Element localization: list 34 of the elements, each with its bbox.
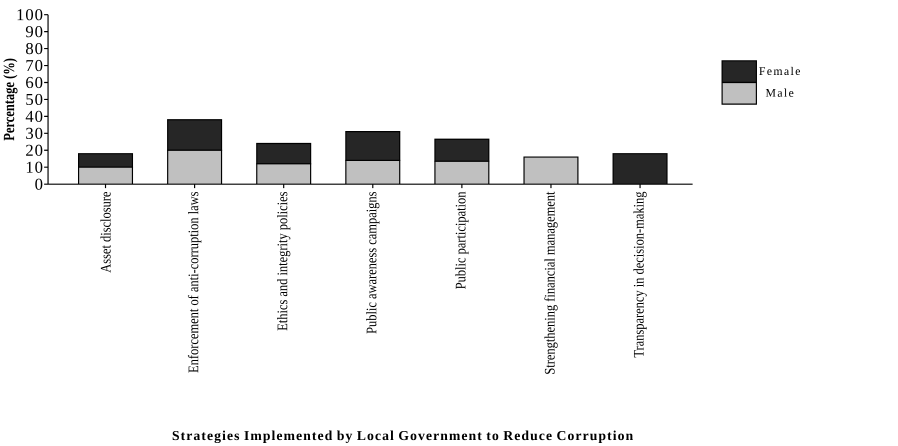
x-tick-label: Ethics and integrity policies [277, 192, 290, 330]
x-tick-label: Asset disclosure [100, 192, 111, 272]
bar [612, 152, 668, 184]
x-tick-label: Public awareness campaigns [366, 192, 380, 334]
y-tick-label: 70 [26, 60, 42, 71]
bar [168, 150, 222, 184]
y-tick-label: 10 [26, 161, 42, 173]
bar [434, 138, 490, 162]
bar [167, 119, 222, 151]
legend-label: Female [759, 66, 800, 75]
bar [346, 160, 400, 184]
bar [434, 161, 489, 184]
y-axis-title: Percentage (%) [3, 58, 18, 140]
y-tick-label: 20 [26, 144, 42, 156]
bar [345, 130, 400, 161]
y-tick-label: 60 [26, 76, 42, 88]
y-tick-label: 30 [26, 128, 42, 139]
y-tick-label: 80 [26, 42, 42, 54]
bar [256, 142, 312, 164]
x-tick-label: Enforcement of anti-corruption laws [188, 192, 202, 372]
x-tick-label: Transparency in decision-making [633, 192, 647, 358]
bar [78, 152, 134, 168]
legend-label: Male [766, 88, 794, 97]
y-tick-label: 100 [18, 8, 42, 20]
y-tick-label: 90 [26, 26, 42, 38]
y-tick-label: 0 [35, 178, 42, 190]
x-tick-label: Strengthening financial management [544, 191, 558, 374]
bar [78, 167, 132, 184]
x-axis-title: Strategies Implemented by Local Government to Reduce Corruption [172, 430, 633, 443]
x-tick-label: Public participation [455, 192, 469, 289]
y-tick-label: 50 [26, 94, 42, 105]
bar [523, 156, 578, 184]
bar [256, 164, 311, 184]
y-tick-label: 40 [26, 110, 42, 122]
